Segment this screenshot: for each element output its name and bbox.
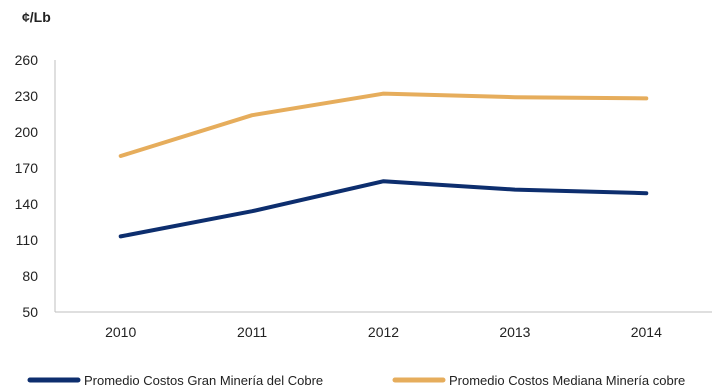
y-tick-label: 50 [22,304,38,320]
series-lines [118,91,649,239]
y-tick-label: 200 [15,124,39,140]
y-tick-label: 140 [15,196,39,212]
x-tick-label: 2012 [368,324,399,340]
x-tick-labels: 2010 2011 2012 2013 2014 [105,324,662,340]
y-tick-label: 230 [15,88,39,104]
y-tick-label: 170 [15,160,39,176]
series-line-1 [118,179,649,239]
legend-label: Promedio Costos Gran Minería del Cobre [84,373,323,388]
y-unit-label: ¢/Lb [22,9,51,25]
legend-label: Promedio Costos Mediana Minería cobre [449,373,685,388]
series-line-2 [118,91,649,158]
y-tick-labels: 50 80 110 140 170 200 230 260 [15,52,39,320]
x-tick-label: 2014 [631,324,662,340]
x-tick-label: 2011 [237,324,267,340]
legend: Promedio Costos Gran Minería del Cobre Pr… [27,373,685,388]
y-tick-label: 260 [15,52,39,68]
y-tick-label: 110 [16,232,39,248]
x-tick-label: 2010 [105,324,136,340]
y-tick-label: 80 [22,268,38,284]
x-tick-label: 2013 [499,324,530,340]
